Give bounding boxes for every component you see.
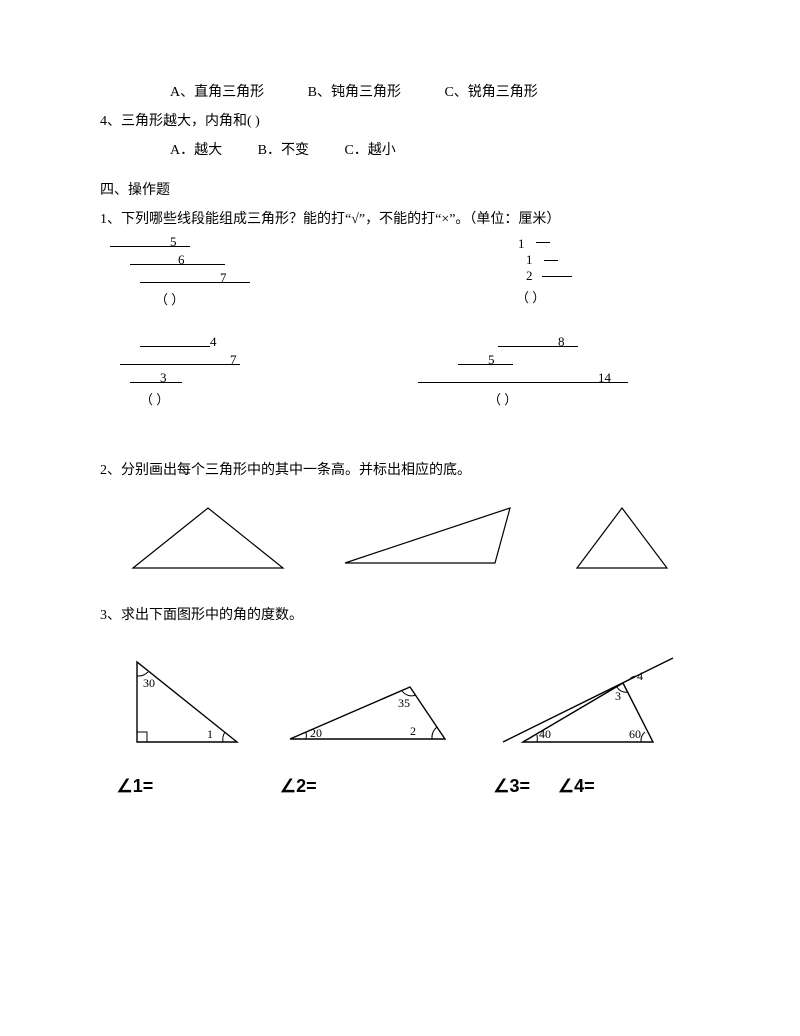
seg-3-b-label: 7 <box>230 348 237 371</box>
triangle-q2-3 <box>567 503 677 573</box>
seg-2-paren: （ ） <box>516 286 545 309</box>
angle-fig-3: 40 60 3 4 ∠3= ∠4= <box>493 652 683 802</box>
seg-2-c-label: 2 <box>526 264 533 287</box>
seg-group-3: 4 7 3 （ ） <box>100 338 388 428</box>
angle35-label: 35 <box>398 696 410 710</box>
seg-2-a <box>536 242 550 243</box>
angle4-label: 4 <box>637 669 643 683</box>
seg-3-a <box>140 346 210 347</box>
angle-fig-1-svg: 30 1 <box>117 652 247 752</box>
seg-2-c <box>542 276 572 277</box>
seg-3-c <box>130 382 182 383</box>
q4-options: A．越大 B．不变 C．越小 <box>100 138 700 163</box>
triangle-q2-1 <box>123 503 293 573</box>
angle-fig-2: 20 35 2 ∠2= <box>280 677 460 802</box>
angle-eq-4: ∠4= <box>558 770 595 802</box>
q4-opt-b: B．不变 <box>258 143 309 158</box>
q4-opt-c: C．越小 <box>344 143 395 158</box>
seg-2-b <box>544 260 558 261</box>
angle2-label: 2 <box>410 724 416 738</box>
seg-3-c-label: 3 <box>160 366 167 389</box>
q3-opt-c: C、锐角三角形 <box>444 85 537 100</box>
angle20-label: 20 <box>310 726 322 740</box>
angle-fig-1: 30 1 ∠1= <box>117 652 247 802</box>
seg-group-1: 5 6 7 （ ） <box>100 238 388 328</box>
seg-1-a <box>110 246 190 247</box>
seg-group-4: 8 5 14 （ ） <box>388 338 700 428</box>
q4-text: 4、三角形越大，内角和( ) <box>100 109 700 134</box>
seg-3-a-label: 4 <box>210 330 217 353</box>
seg-1-a-label: 5 <box>170 230 177 253</box>
angle-figures-row: 30 1 ∠1= 20 35 2 ∠2= <box>100 652 700 802</box>
angle-fig-2-svg: 20 35 2 <box>280 677 460 752</box>
q3-opt-a: A、直角三角形 <box>170 85 264 100</box>
seg-4-a <box>498 346 578 347</box>
seg-4-b-label: 5 <box>488 348 495 371</box>
q4-opt-a: A．越大 <box>170 143 222 158</box>
seg-1-b-label: 6 <box>178 248 185 271</box>
seg-4-b <box>458 364 513 365</box>
section4-title: 四、操作题 <box>100 178 700 203</box>
angle30-label: 30 <box>143 676 155 690</box>
section4-q1: 1、下列哪些线段能组成三角形？能的打“√”，不能的打“×”。（单位：厘米） <box>100 207 700 232</box>
seg-3-paren: （ ） <box>140 388 169 411</box>
section4-q3: 3、求出下面图形中的角的度数。 <box>100 603 700 628</box>
triangle-q2-2 <box>340 503 520 568</box>
seg-3-b <box>120 364 240 365</box>
seg-4-paren: （ ） <box>488 388 517 411</box>
seg-1-c <box>140 282 250 283</box>
seg-4-c <box>418 382 628 383</box>
seg-4-c-label: 14 <box>598 366 611 389</box>
angle3-label: 3 <box>615 689 621 703</box>
seg-group-2: 1 1 2 （ ） <box>388 238 676 328</box>
triangles-q2-row <box>100 503 700 573</box>
angle-eq-1: ∠1= <box>117 770 247 802</box>
q3-opt-b: B、钝角三角形 <box>308 85 401 100</box>
angle-eq-2: ∠2= <box>280 770 460 802</box>
angle40-label: 40 <box>539 727 551 741</box>
angle60-label: 60 <box>629 727 641 741</box>
angle-fig-3-svg: 40 60 3 4 <box>493 652 683 752</box>
seg-4-a-label: 8 <box>558 330 565 353</box>
section4-q2: 2、分别画出每个三角形中的其中一条高。并标出相应的底。 <box>100 458 700 483</box>
angle-eq-3: ∠3= <box>493 770 530 802</box>
seg-1-c-label: 7 <box>220 266 227 289</box>
seg-1-paren: （ ） <box>155 288 184 311</box>
seg-2-a-label: 1 <box>518 232 525 255</box>
angle1-label: 1 <box>207 727 213 741</box>
segments-container: 5 6 7 （ ） 1 1 2 （ ） 4 7 3 （ ） 8 5 14 （ <box>100 238 700 438</box>
q3-options: A、直角三角形 B、钝角三角形 C、锐角三角形 <box>100 80 700 105</box>
